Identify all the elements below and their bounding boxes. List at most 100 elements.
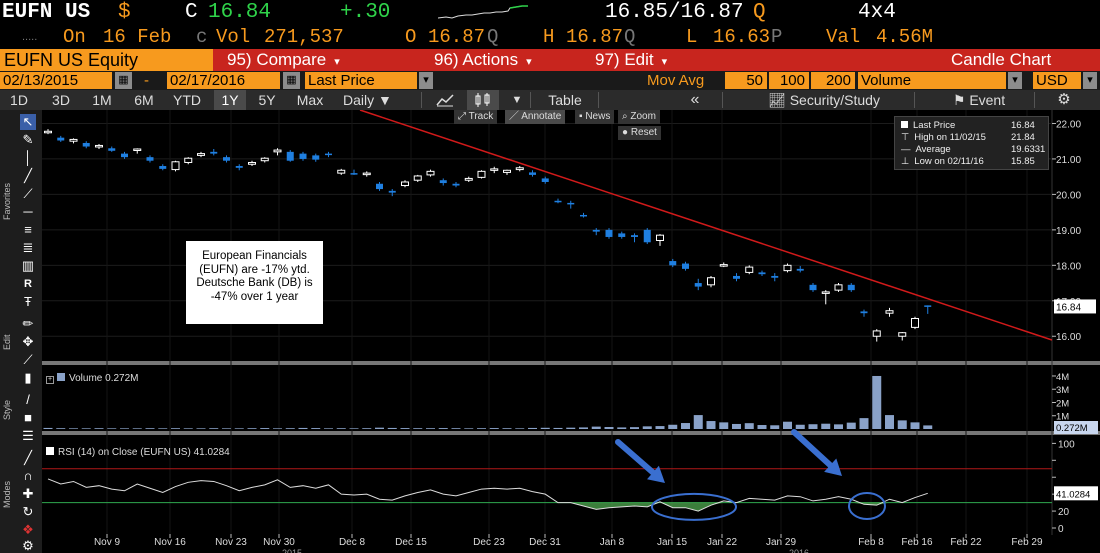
range-bar: 1D 3D 1M 6M YTD 1Y 5Y Max Daily ▼ ▼ Tabl…	[0, 90, 1100, 110]
annotate-button[interactable]: ／ Annotate	[505, 110, 566, 124]
currency-select[interactable]: USD	[1033, 72, 1081, 89]
ray-line-icon[interactable]: ⟋	[23, 186, 33, 201]
rsi-line	[47, 478, 928, 512]
field-select[interactable]: Last Price	[305, 72, 417, 89]
candle-body	[477, 170, 486, 178]
range-1d[interactable]: 1D	[10, 92, 28, 108]
period-select[interactable]: Daily ▼	[337, 90, 412, 110]
volume-bar	[604, 427, 614, 429]
candle-chart-icon[interactable]	[467, 90, 499, 110]
lower-study-select[interactable]: Volume	[858, 72, 1006, 89]
last-price-tag-label: 16.84	[1056, 302, 1081, 313]
style-label: Style	[2, 399, 12, 420]
y-tick-label: 21.00	[1056, 155, 1081, 166]
candle-body	[171, 161, 180, 171]
candle-body	[694, 283, 702, 287]
range-3d[interactable]: 3D	[52, 92, 70, 108]
gear-icon[interactable]: ⚙︎	[1057, 91, 1071, 108]
security-field[interactable]: EUFN US Equity	[0, 49, 213, 71]
zoom-button[interactable]: ⌕ Zoom	[618, 110, 660, 124]
val-value: 4.56M	[876, 26, 934, 48]
vertical-line-icon[interactable]: │	[23, 150, 33, 165]
range-ytd[interactable]: YTD	[173, 92, 201, 108]
range-max[interactable]: Max	[296, 92, 324, 108]
line-weight-icon[interactable]: ☰	[22, 428, 34, 443]
move-icon[interactable]: ✥	[22, 334, 34, 349]
reset-button[interactable]: ● Reset	[618, 126, 661, 140]
edit-button[interactable]: 97) Edit ▾	[595, 49, 667, 71]
magnet-icon[interactable]: ∩	[23, 468, 33, 483]
chevron-down-icon[interactable]: ▾	[1008, 72, 1022, 89]
color-box-icon[interactable]: ■	[24, 410, 32, 425]
calendar-icon[interactable]: ▦	[115, 72, 132, 89]
x-tick-label: Nov 30	[263, 537, 295, 548]
calendar-icon[interactable]: ▦	[283, 72, 300, 89]
pencil-icon[interactable]: ✏︎	[22, 316, 34, 331]
intraday-sparkline	[438, 5, 528, 19]
x-tick-label: Feb 29	[1011, 537, 1043, 548]
end-date-field[interactable]: 02/17/2016	[167, 72, 280, 89]
line-style-icon[interactable]: /	[26, 392, 30, 407]
candle-body	[401, 181, 409, 187]
volume-bar	[438, 428, 448, 429]
horizontal-line-icon[interactable]: ─	[23, 204, 33, 219]
volume-bar	[706, 421, 716, 429]
candle-body	[57, 137, 65, 141]
news-button[interactable]: ▪ News	[575, 110, 615, 124]
volume-bar	[502, 428, 512, 429]
volume-bar	[885, 415, 894, 429]
compare-button[interactable]: 95) Compare ▾	[227, 49, 340, 71]
range-1y[interactable]: 1Y	[214, 90, 246, 110]
volume-bar	[795, 424, 805, 429]
ma-period-3[interactable]: 200	[811, 72, 855, 89]
volume-bar	[681, 423, 690, 429]
range-1m[interactable]: 1M	[92, 92, 112, 108]
collapse-left-icon[interactable]: «	[690, 91, 700, 108]
annotation-note[interactable]: European Financials (EUFN) are -17% ytd.…	[186, 241, 323, 324]
text-tool-icon[interactable]: Ŧ	[24, 294, 32, 309]
start-date-field[interactable]: 02/13/2015	[0, 72, 112, 89]
rsi-pane-label: RSI (14) on Close (EUFN US) 41.0284	[46, 447, 230, 458]
ma-period-1[interactable]: 50	[725, 72, 767, 89]
period-label: Daily	[343, 92, 375, 108]
candle-body	[146, 157, 154, 161]
draw-tool-icon[interactable]: ✎	[22, 132, 34, 147]
volume-bar	[426, 428, 435, 429]
chart-area[interactable]: 22.0021.0020.0019.0018.0017.0016.0016.84…	[42, 109, 1100, 553]
color-palette-icon[interactable]: ❖	[22, 522, 34, 537]
snap-icon[interactable]: ✚	[22, 486, 34, 501]
track-label: Track	[468, 111, 494, 122]
fibonacci-icon[interactable]: ≣	[22, 240, 34, 255]
actions-button[interactable]: 96) Actions ▾	[434, 49, 532, 71]
security-study-button[interactable]: 📈︎ Security/Study	[754, 90, 894, 110]
ratio-icon[interactable]: R	[24, 278, 32, 290]
trend-line-icon[interactable]: ╱	[24, 168, 32, 183]
settings-icon[interactable]: ⚙︎	[22, 538, 34, 553]
channel-icon[interactable]: ≡	[24, 222, 32, 237]
event-button[interactable]: ⚑ Event	[944, 90, 1014, 110]
candle-body	[376, 183, 383, 190]
candle-body	[95, 144, 103, 148]
range-6m[interactable]: 6M	[134, 92, 154, 108]
expand-icon[interactable]: +	[46, 376, 54, 384]
cursor-icon[interactable]: ↖	[20, 114, 36, 130]
ma-period-2[interactable]: 100	[769, 72, 809, 89]
chevron-down-icon[interactable]: ▾	[419, 72, 433, 89]
crosshair-icon[interactable]: ╱	[24, 450, 32, 465]
brush-icon[interactable]: ⟋	[23, 352, 33, 367]
eraser-icon[interactable]: ▮	[24, 370, 32, 385]
y-tick-label: 16.00	[1056, 332, 1081, 343]
candle-body	[783, 264, 792, 272]
candle-body	[108, 148, 116, 151]
line-chart-icon[interactable]	[430, 90, 460, 110]
candle-body	[682, 263, 689, 269]
track-button[interactable]: ⤢ Track	[454, 110, 498, 124]
chevron-down-icon[interactable]: ▼	[511, 94, 523, 106]
refresh-icon[interactable]: ↻	[22, 504, 34, 519]
calendar-study-icon[interactable]: ▥	[21, 258, 35, 273]
chevron-down-icon[interactable]: ▾	[1083, 72, 1097, 89]
ticker: EUFN US	[2, 1, 91, 24]
table-button[interactable]: Table	[548, 92, 582, 108]
range-5y[interactable]: 5Y	[258, 92, 276, 108]
volume-bar	[910, 422, 920, 429]
